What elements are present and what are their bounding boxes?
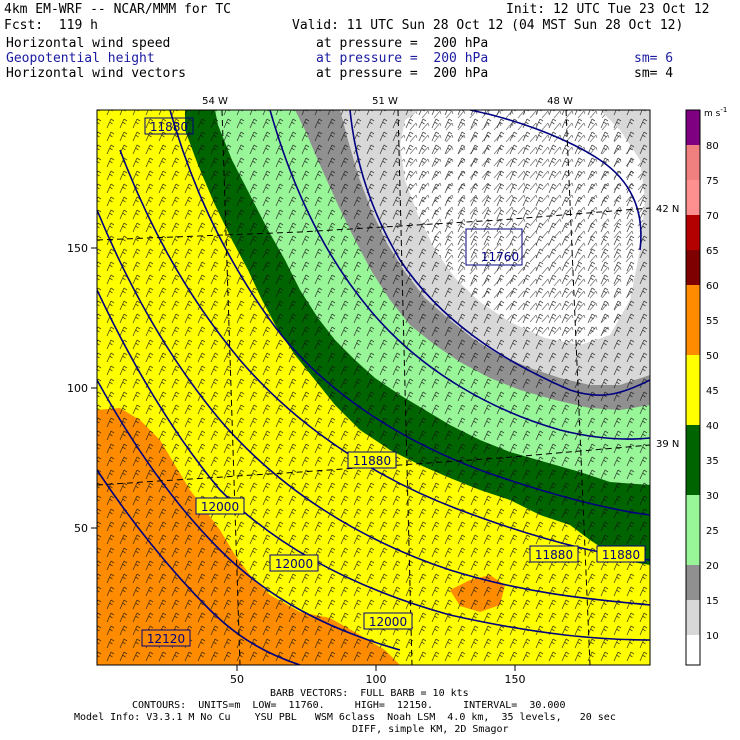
colorbar-label: 65 [706, 246, 719, 257]
longitude-label: 54 W [202, 96, 228, 107]
barb-legend: BARB VECTORS: FULL BARB = 10 kts [270, 688, 469, 699]
valid-time: Valid: 11 UTC Sun 28 Oct 12 (04 MST Sun … [292, 18, 684, 33]
colorbar-label: 75 [706, 176, 719, 187]
colorbar-label: 10 [706, 631, 719, 642]
contour-label: 11880 [602, 548, 640, 562]
x-tick-label: 150 [505, 673, 526, 686]
contour-label: 11760 [481, 250, 519, 264]
colorbar-label: 25 [706, 526, 719, 537]
colorbar-label: 30 [706, 491, 719, 502]
colorbar-label: 35 [706, 456, 719, 467]
colorbar-label: 55 [706, 316, 719, 327]
colorbar-label: 70 [706, 211, 719, 222]
y-tick-label: 50 [74, 522, 88, 535]
forecast-hour: Fcst: 119 h [4, 18, 98, 33]
model-title: 4km EM-WRF -- NCAR/MMM for TC [4, 2, 231, 17]
colorbar-unit: m s-1 [704, 106, 727, 119]
longitude-label: 51 W [372, 96, 398, 107]
axis-ticks [91, 247, 516, 671]
field-name-wind-vectors: Horizontal wind vectors [6, 66, 187, 81]
colorbar: m s-1 80 75 70 65 60 55 50 45 40 35 30 2… [685, 106, 727, 666]
colorbar-label: 80 [706, 141, 719, 152]
plot-area [97, 110, 650, 665]
field-level-wind-vectors: at pressure = 200 hPa [316, 66, 489, 81]
colorbar-label: 40 [706, 421, 719, 432]
contour-label: 11880 [535, 548, 573, 562]
contour-label: 12000 [201, 500, 239, 514]
field-name-wind-speed: Horizontal wind speed [6, 36, 171, 51]
colorbar-label: 50 [706, 351, 719, 362]
contour-label: 12000 [275, 557, 313, 571]
lat-lon-grid [97, 110, 650, 665]
height-contours [97, 110, 650, 665]
contour-labels: 11880 11760 11880 12000 12000 12000 1188… [141, 117, 646, 647]
contour-info: CONTOURS: UNITS=m LOW= 11760. HIGH= 1215… [132, 700, 566, 711]
latitude-label: 42 N [656, 204, 679, 215]
x-tick-label: 100 [366, 673, 387, 686]
diffusion-info: DIFF, simple KM, 2D Smagor [352, 724, 509, 735]
latitude-label: 39 N [656, 439, 679, 450]
field-smoothing-geopotential: sm= 6 [634, 51, 674, 66]
colorbar-label: 15 [706, 596, 719, 607]
model-info: Model Info: V3.3.1 M No Cu YSU PBL WSM 6… [74, 712, 616, 723]
field-smoothing-wind-vectors: sm= 4 [634, 66, 674, 81]
y-tick-label: 150 [67, 242, 88, 255]
contour-label: 11880 [150, 120, 188, 134]
contour-label: 11880 [353, 454, 391, 468]
init-time: Init: 12 UTC Tue 23 Oct 12 [506, 2, 710, 17]
wind-barbs-center [400, 110, 645, 345]
longitude-label: 48 W [547, 96, 573, 107]
field-name-geopotential: Geopotential height [6, 51, 155, 66]
y-tick-label: 100 [67, 382, 88, 395]
colorbar-label: 20 [706, 561, 719, 572]
colorbar-label: 60 [706, 281, 719, 292]
field-level-geopotential: at pressure = 200 hPa [316, 51, 489, 66]
contour-label: 12120 [147, 632, 185, 646]
contour-label: 12000 [369, 615, 407, 629]
field-level-wind-speed: at pressure = 200 hPa [316, 36, 489, 51]
colorbar-label: 45 [706, 386, 719, 397]
x-tick-label: 50 [230, 673, 244, 686]
